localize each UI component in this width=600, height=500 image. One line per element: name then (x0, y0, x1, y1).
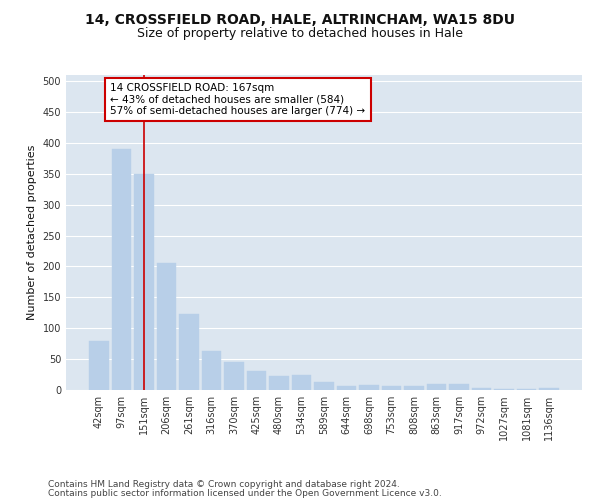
Bar (427, 384, 446, 390)
Text: 14 CROSSFIELD ROAD: 167sqm
← 43% of detached houses are smaller (584)
57% of sem: 14 CROSSFIELD ROAD: 167sqm ← 43% of deta… (110, 83, 365, 116)
Bar (337, 386, 356, 390)
Y-axis label: Number of detached properties: Number of detached properties (27, 145, 37, 320)
Bar (89, 340, 109, 390)
Bar (202, 351, 221, 390)
Text: Contains public sector information licensed under the Open Government Licence v3: Contains public sector information licen… (48, 488, 442, 498)
Bar (382, 386, 401, 390)
Bar (112, 149, 131, 390)
Bar (494, 389, 514, 390)
Text: Size of property relative to detached houses in Hale: Size of property relative to detached ho… (137, 28, 463, 40)
Text: 14, CROSSFIELD ROAD, HALE, ALTRINCHAM, WA15 8DU: 14, CROSSFIELD ROAD, HALE, ALTRINCHAM, W… (85, 12, 515, 26)
Bar (179, 314, 199, 390)
Bar (449, 384, 469, 390)
Bar (404, 386, 424, 390)
Bar (517, 389, 536, 390)
Bar (224, 362, 244, 390)
Bar (292, 375, 311, 390)
Bar (134, 174, 154, 390)
Bar (247, 372, 266, 390)
Bar (472, 388, 491, 390)
Bar (359, 385, 379, 390)
Text: Contains HM Land Registry data © Crown copyright and database right 2024.: Contains HM Land Registry data © Crown c… (48, 480, 400, 489)
Bar (269, 376, 289, 390)
Bar (314, 382, 334, 390)
Bar (539, 388, 559, 390)
Bar (157, 264, 176, 390)
